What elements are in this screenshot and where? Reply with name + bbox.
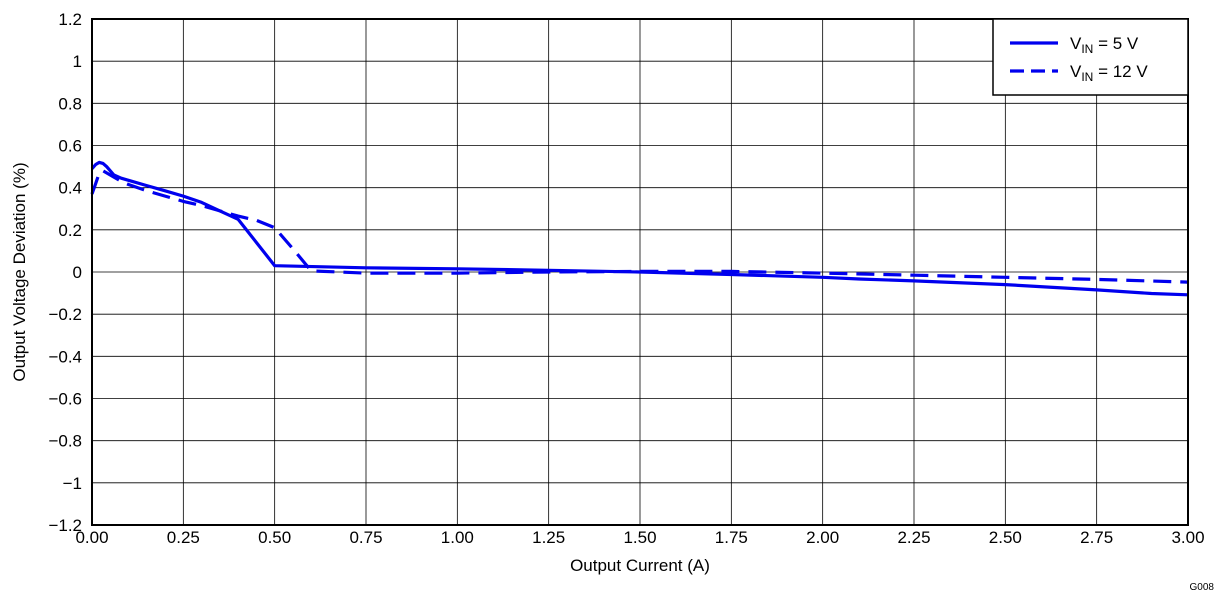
- legend-label-rest: = 5 V: [1093, 34, 1139, 53]
- y-tick-label: −1.2: [48, 516, 82, 535]
- y-tick-label: −1: [63, 474, 82, 493]
- x-tick-label: 0.50: [258, 528, 291, 547]
- x-tick-label: 1.25: [532, 528, 565, 547]
- x-tick-label: 2.25: [897, 528, 930, 547]
- y-tick-label: 0.2: [58, 221, 82, 240]
- x-tick-label: 1.75: [715, 528, 748, 547]
- y-axis-title: Output Voltage Deviation (%): [10, 162, 29, 381]
- x-tick-label: 0.25: [167, 528, 200, 547]
- y-tick-label: 1: [73, 52, 82, 71]
- legend-label: VIN = 5 V: [1070, 34, 1139, 56]
- x-tick-label: 1.50: [623, 528, 656, 547]
- x-tick-label: 2.50: [989, 528, 1022, 547]
- y-tick-label: 0.8: [58, 94, 82, 113]
- legend-label-main: V: [1070, 62, 1082, 81]
- x-axis-title: Output Current (A): [570, 556, 710, 575]
- figure-id: G008: [1190, 582, 1215, 593]
- x-tick-label: 2.00: [806, 528, 839, 547]
- y-tick-label: −0.2: [48, 305, 82, 324]
- y-tick-label: 0.4: [58, 179, 82, 198]
- legend-label-rest: = 12 V: [1093, 62, 1148, 81]
- x-tick-label: 2.75: [1080, 528, 1113, 547]
- y-tick-label: −0.8: [48, 432, 82, 451]
- y-tick-label: 0.6: [58, 137, 82, 156]
- legend-label-subscript: IN: [1081, 70, 1093, 84]
- y-tick-label: 0: [73, 263, 82, 282]
- legend-label-subscript: IN: [1081, 42, 1093, 56]
- legend-label-main: V: [1070, 34, 1082, 53]
- x-tick-label: 3.00: [1171, 528, 1204, 547]
- y-tick-label: −0.4: [48, 347, 82, 366]
- x-tick-label: 1.00: [441, 528, 474, 547]
- y-tick-label: −0.6: [48, 390, 82, 409]
- x-tick-label: 0.75: [349, 528, 382, 547]
- y-tick-label: 1.2: [58, 10, 82, 29]
